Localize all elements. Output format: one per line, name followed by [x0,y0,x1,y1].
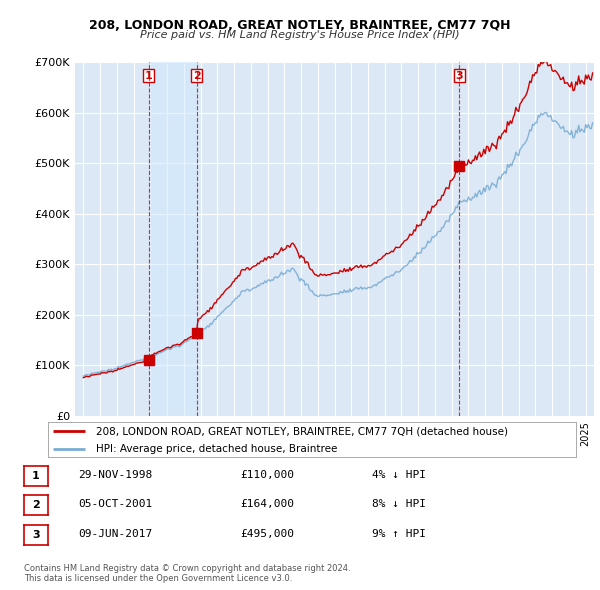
Text: HPI: Average price, detached house, Braintree: HPI: Average price, detached house, Brai… [95,444,337,454]
Text: 1: 1 [145,71,153,81]
Bar [149,62,197,416]
Text: 3: 3 [455,71,463,81]
Text: Price paid vs. HM Land Registry's House Price Index (HPI): Price paid vs. HM Land Registry's House … [140,30,460,40]
Text: 2: 2 [32,500,40,510]
Text: £164,000: £164,000 [240,500,294,509]
Text: Contains HM Land Registry data © Crown copyright and database right 2024.
This d: Contains HM Land Registry data © Crown c… [24,563,350,583]
Text: £110,000: £110,000 [240,470,294,480]
Text: 9% ↑ HPI: 9% ↑ HPI [372,529,426,539]
Text: 4% ↓ HPI: 4% ↓ HPI [372,470,426,480]
Text: £495,000: £495,000 [240,529,294,539]
Text: 208, LONDON ROAD, GREAT NOTLEY, BRAINTREE, CM77 7QH (detached house): 208, LONDON ROAD, GREAT NOTLEY, BRAINTRE… [95,427,508,437]
Text: 8% ↓ HPI: 8% ↓ HPI [372,500,426,509]
Text: 3: 3 [32,530,40,539]
Text: 29-NOV-1998: 29-NOV-1998 [78,470,152,480]
Text: 208, LONDON ROAD, GREAT NOTLEY, BRAINTREE, CM77 7QH: 208, LONDON ROAD, GREAT NOTLEY, BRAINTRE… [89,19,511,32]
Text: 05-OCT-2001: 05-OCT-2001 [78,500,152,509]
Text: 1: 1 [32,471,40,480]
Text: 09-JUN-2017: 09-JUN-2017 [78,529,152,539]
Text: 2: 2 [193,71,200,81]
